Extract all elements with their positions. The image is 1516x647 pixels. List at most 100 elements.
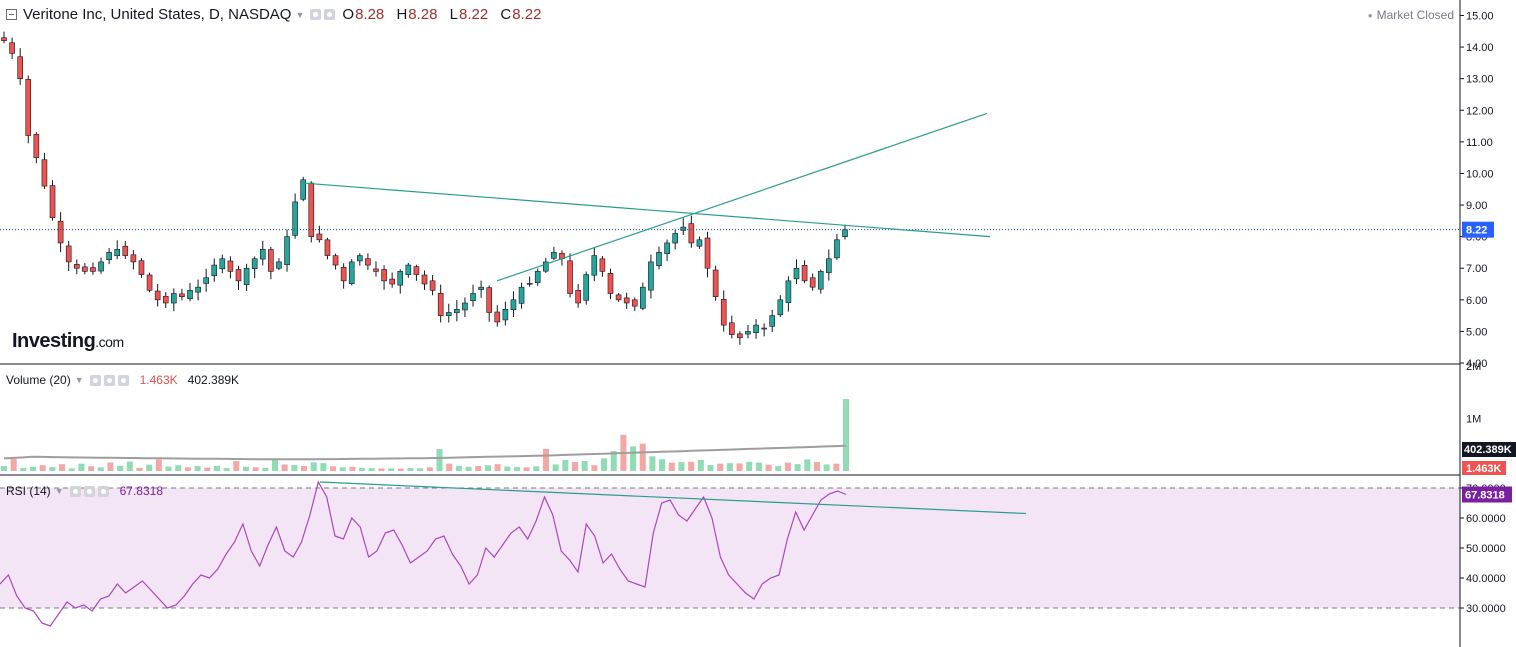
candle-down xyxy=(57,220,64,244)
rsi-tick-label: 30.0000 xyxy=(1466,603,1506,615)
volume-bar xyxy=(242,466,249,471)
candle-up xyxy=(470,293,476,302)
candle-down xyxy=(761,327,767,330)
volume-label-last: 1.463K xyxy=(1466,463,1502,475)
candle-up xyxy=(292,201,298,236)
settings-icon[interactable] xyxy=(103,374,115,386)
candle-up xyxy=(656,252,662,266)
close-icon[interactable] xyxy=(117,374,129,386)
candle-up xyxy=(502,308,509,321)
candle-up xyxy=(276,261,282,269)
candle-down xyxy=(607,273,614,294)
chevron-down-icon[interactable]: ▼ xyxy=(54,486,64,496)
candle-up xyxy=(462,302,468,311)
candle-up xyxy=(672,233,678,244)
volume-ma-value: 402.389K xyxy=(187,373,240,387)
candle-up xyxy=(510,299,517,311)
volume-bar xyxy=(542,448,549,471)
price-tick-label: 7.00 xyxy=(1466,263,1487,275)
candle-down xyxy=(324,239,331,256)
logo-domain: .com xyxy=(95,334,124,350)
candle-down xyxy=(130,254,137,263)
candle-down xyxy=(413,266,420,275)
settings-icon[interactable] xyxy=(83,485,95,497)
candle-down xyxy=(268,249,274,272)
volume-bar xyxy=(649,456,656,471)
volume-bar xyxy=(823,464,830,471)
volume-bar xyxy=(252,467,259,471)
candle-down xyxy=(1,37,7,42)
volume-bar xyxy=(552,464,559,471)
volume-bar xyxy=(455,465,462,471)
volume-bar xyxy=(88,466,95,471)
rsi-value: 67.8318 xyxy=(119,484,163,498)
volume-bar xyxy=(175,465,182,471)
candle-up xyxy=(777,299,784,316)
candle-up xyxy=(817,271,824,290)
candle-down xyxy=(599,258,606,272)
volume-tick-label: 1M xyxy=(1466,414,1481,426)
candle-down xyxy=(33,133,40,158)
close-label: C xyxy=(500,6,512,23)
close-value: 8.22 xyxy=(512,6,542,23)
collapse-icon[interactable] xyxy=(6,9,17,20)
candle-down xyxy=(179,293,185,297)
candle-up xyxy=(259,248,266,260)
chevron-down-icon[interactable]: ▼ xyxy=(295,9,305,20)
volume-bar xyxy=(591,465,598,471)
eye-icon[interactable] xyxy=(310,9,322,20)
candle-down xyxy=(615,294,622,301)
price-tick-label: 13.00 xyxy=(1466,74,1494,86)
candle-up xyxy=(219,258,226,270)
volume-bar xyxy=(407,467,414,471)
volume-bar xyxy=(78,463,85,471)
eye-icon[interactable] xyxy=(69,485,81,497)
investing-logo: Investing.com xyxy=(12,330,124,353)
chevron-down-icon[interactable]: ▼ xyxy=(74,375,84,385)
volume-header: Volume (20) ▼ 1.463K 402.389K xyxy=(6,373,239,387)
volume-bar xyxy=(126,461,133,471)
volume-bar xyxy=(213,465,220,471)
trend-line xyxy=(301,182,991,238)
volume-ma-label: 402.389K xyxy=(1464,444,1512,456)
candle-up xyxy=(542,261,549,272)
candle-up xyxy=(187,290,193,300)
volume-bar xyxy=(794,464,801,471)
price-tick-label: 5.00 xyxy=(1466,326,1487,338)
low-value: 8.22 xyxy=(459,6,489,23)
price-tick-label: 14.00 xyxy=(1466,42,1494,54)
volume-bar xyxy=(165,466,172,471)
volume-bar xyxy=(523,467,530,471)
rsi-line xyxy=(0,480,847,627)
candle-down xyxy=(49,185,56,218)
eye-icon[interactable] xyxy=(89,374,101,386)
last-price-label: 8.22 xyxy=(1466,225,1487,237)
rsi-tick-label: 60.0000 xyxy=(1466,513,1506,525)
volume-bar xyxy=(1,466,7,471)
volume-bar xyxy=(446,463,453,471)
volume-bar xyxy=(68,468,75,471)
volume-bar xyxy=(755,462,762,471)
candle-up xyxy=(195,286,201,293)
candle-up xyxy=(640,286,646,309)
volume-bar xyxy=(630,446,637,471)
trend-line xyxy=(496,112,988,282)
close-icon[interactable] xyxy=(97,485,109,497)
volume-bar xyxy=(59,464,66,471)
candle-down xyxy=(437,293,444,316)
candle-up xyxy=(842,229,848,237)
rsi-pane xyxy=(0,480,1460,627)
volume-bar xyxy=(349,466,356,471)
high-value: 8.28 xyxy=(408,6,438,23)
settings-icon[interactable] xyxy=(324,9,336,20)
volume-bar xyxy=(833,463,840,471)
volume-bar xyxy=(262,467,269,471)
candle-down xyxy=(73,264,80,269)
candle-up xyxy=(284,236,290,265)
volume-bar xyxy=(320,463,327,471)
volume-bar xyxy=(572,462,579,471)
candle-down xyxy=(332,255,339,266)
candle-up xyxy=(534,271,541,283)
